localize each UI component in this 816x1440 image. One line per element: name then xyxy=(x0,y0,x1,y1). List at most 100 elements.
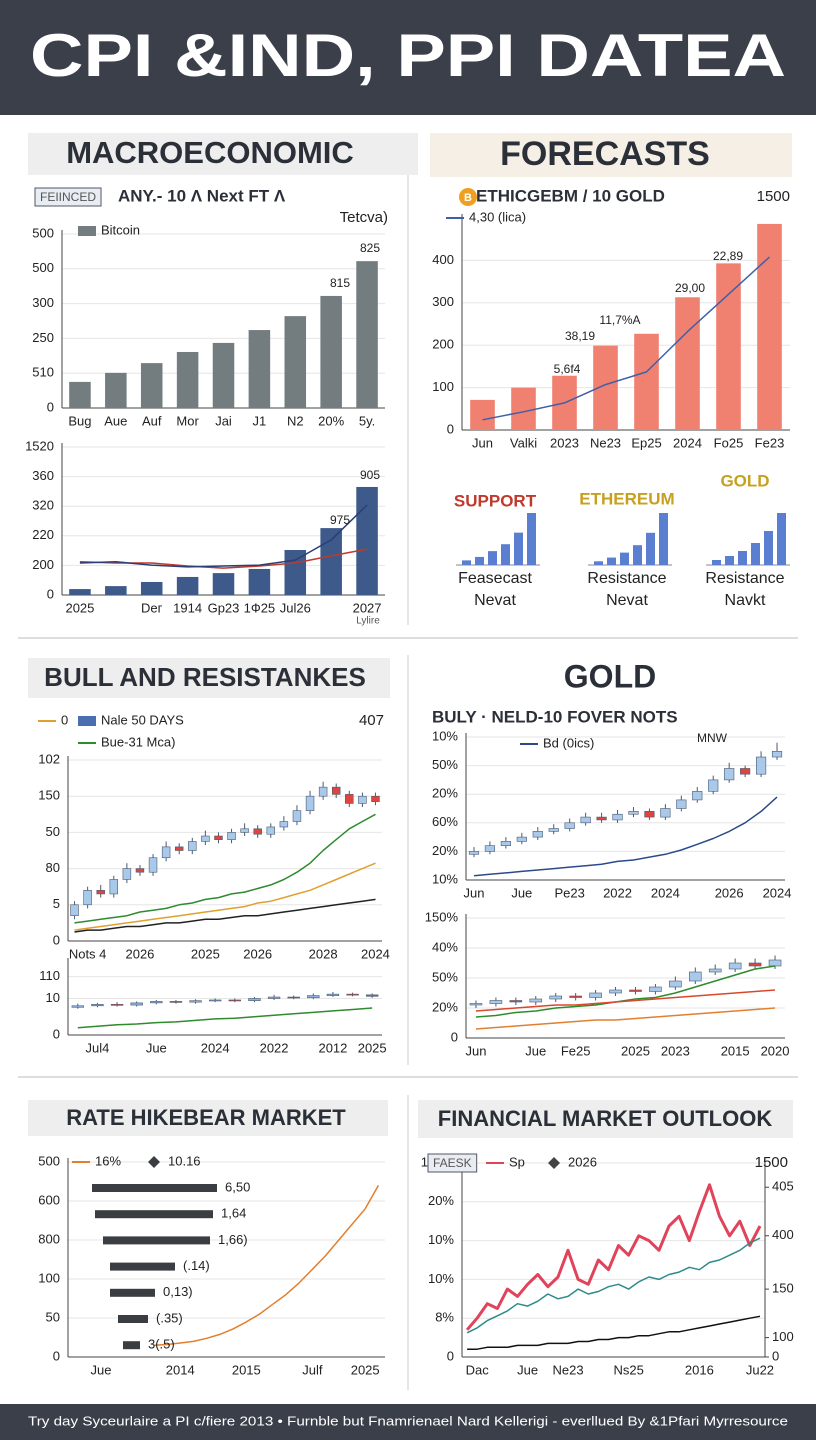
mini-title: GOLD xyxy=(720,471,769,490)
subtitle: ETHICGEBM / 10 GOLD xyxy=(476,186,665,205)
x-tick-label: 2025 xyxy=(191,946,220,961)
note: 407 xyxy=(359,712,384,729)
y2-tick-label: 0 xyxy=(772,1348,779,1363)
page-title: CPI &IND, PPI DATEA xyxy=(30,22,786,89)
y-tick-label: 10% xyxy=(432,728,458,743)
mini-caption: Feasecast xyxy=(458,570,532,587)
x-tick-label: Pe23 xyxy=(554,885,584,900)
annotation: 11,7%A xyxy=(599,313,640,327)
legend-label: Sp xyxy=(509,1154,525,1169)
bar xyxy=(284,550,307,595)
x-tick-label: Gp23 xyxy=(208,600,240,615)
x-tick-label: 2020 xyxy=(761,1043,790,1058)
y-tick-label: 220 xyxy=(32,527,54,542)
x-tick-label: 2028 xyxy=(309,946,338,961)
section-header-bg xyxy=(430,133,792,177)
y-tick-label: 0 xyxy=(447,1348,454,1363)
mini-title: ETHEREUM xyxy=(579,489,674,508)
bar xyxy=(514,532,523,565)
hbar xyxy=(110,1288,155,1297)
x-tick-label: Jue xyxy=(525,1043,546,1058)
bar xyxy=(248,568,271,595)
candle-body xyxy=(365,994,379,997)
annotation: 5,6f4 xyxy=(554,362,581,376)
x-tick-label: Valki xyxy=(510,435,537,450)
y-tick-label: 320 xyxy=(32,498,54,513)
y-tick-label: 500 xyxy=(32,225,54,240)
section-title: RATE HIKEBEAR MARKET xyxy=(66,1105,346,1130)
bar xyxy=(646,532,655,565)
bar xyxy=(594,561,603,565)
y-tick-label: 300 xyxy=(432,294,454,309)
legend-marker xyxy=(548,1157,560,1169)
bar xyxy=(675,297,700,430)
value-label: 6,50 xyxy=(225,1179,250,1194)
x-tick-label: 2022 xyxy=(603,885,632,900)
note: Tetcva) xyxy=(340,209,388,226)
candle-body xyxy=(628,811,639,815)
y-tick-label: 20% xyxy=(432,999,458,1014)
x-tick-label: 20% xyxy=(318,413,344,428)
candle-body xyxy=(371,795,380,802)
line-series xyxy=(467,1315,761,1350)
annotation: 38,19 xyxy=(565,329,595,343)
y-tick-label: 100 xyxy=(38,1270,60,1285)
candle-body xyxy=(240,828,249,833)
line-series xyxy=(475,989,776,1012)
y-tick-label: 0 xyxy=(47,399,54,414)
bar xyxy=(777,513,786,565)
candle-body xyxy=(484,845,496,852)
mini-caption: Navkt xyxy=(725,592,766,609)
bar xyxy=(140,581,163,595)
bar xyxy=(69,589,91,595)
x-tick-label: Ne23 xyxy=(553,1362,584,1377)
legend-label: 10.16 xyxy=(168,1153,201,1168)
footer-text: Try day Syceurlaire a PI c/fiere 2013 • … xyxy=(28,1413,788,1428)
x-tick-label: Jun xyxy=(465,1043,486,1058)
x-tick-label: 2025 xyxy=(65,600,94,615)
y-tick-label: 500 xyxy=(32,260,54,275)
section-title: FORECASTS xyxy=(500,135,710,173)
candle-body xyxy=(188,841,197,851)
candle-body xyxy=(468,851,480,855)
candle-body xyxy=(227,832,236,840)
value-label: 0,13) xyxy=(163,1284,193,1299)
bar xyxy=(140,363,163,408)
y-tick-label: 60% xyxy=(432,814,458,829)
x-tick-label: Fe23 xyxy=(755,435,785,450)
x-tick-label: Fe25 xyxy=(561,1043,591,1058)
candle-body xyxy=(728,962,742,970)
x-tick-label: 2022 xyxy=(260,1040,289,1055)
candle-body xyxy=(109,879,119,895)
x-tick-label: 2015 xyxy=(232,1362,261,1377)
tag-box xyxy=(34,187,102,207)
candle-body xyxy=(253,828,262,835)
x-tick-label: 1Ф25 xyxy=(244,600,276,615)
candle-body xyxy=(708,779,719,792)
x-tick-label: Jue xyxy=(91,1362,112,1377)
legend-label: Bitcoin xyxy=(101,222,140,237)
candle-body xyxy=(676,799,687,809)
x-tick-label: Jue xyxy=(146,1040,167,1055)
candle-body xyxy=(201,835,210,842)
bar xyxy=(659,513,668,565)
legend-label: 2026 xyxy=(568,1154,597,1169)
y2-tick-label: 405 xyxy=(772,1179,794,1194)
annotation: MNW xyxy=(697,731,728,745)
candle-body xyxy=(612,813,623,821)
line-series xyxy=(74,862,376,931)
y2-tick-label: 400 xyxy=(772,1227,794,1242)
y-tick-label: 510 xyxy=(32,365,54,380)
bar xyxy=(764,531,773,565)
annotation: 825 xyxy=(360,241,380,255)
y-tick-label: 102 xyxy=(38,751,60,766)
candle-body xyxy=(150,1001,163,1004)
candle-body xyxy=(248,998,261,1001)
candle-body xyxy=(596,816,607,821)
bar xyxy=(462,560,471,565)
y-tick-label: 50 xyxy=(46,824,60,839)
mini-caption: Nevat xyxy=(474,592,516,609)
footer-band xyxy=(0,1404,816,1440)
x-tick-label: Jul4 xyxy=(86,1040,110,1055)
